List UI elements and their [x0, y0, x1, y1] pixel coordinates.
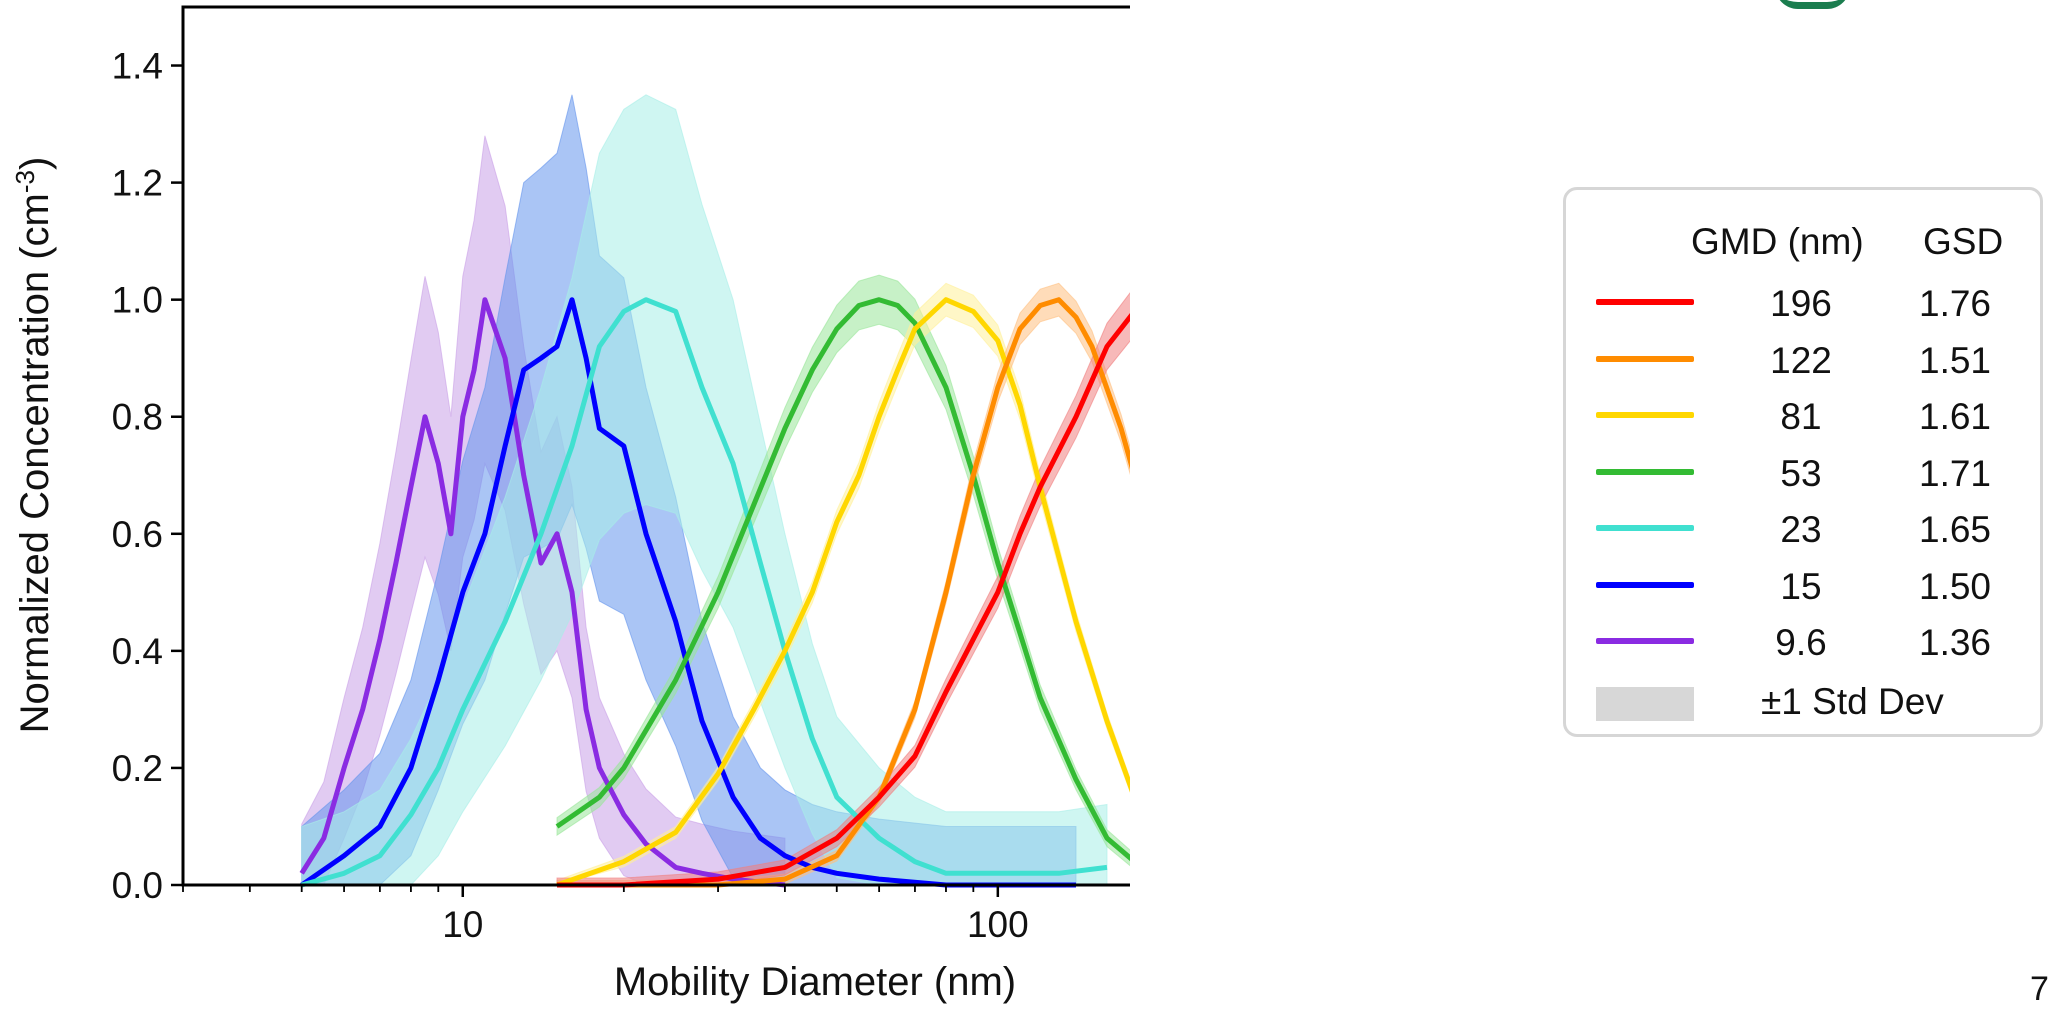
y-tick-label: 1.2	[112, 163, 163, 204]
legend: GMD (nm) GSD 196 1.76 122 1.51 81 1.61 53 1.71 2…	[1563, 187, 2043, 737]
logo-fragment	[1775, 0, 1850, 9]
legend-row: 53 1.71	[1566, 445, 2040, 501]
legend-gsd-value: 1.51	[1919, 339, 1992, 381]
legend-swatch	[1596, 581, 1694, 588]
x-axis-label: Mobility Diameter (nm)	[614, 960, 1016, 1004]
legend-swatch	[1596, 412, 1694, 418]
series-line-122	[557, 297, 1130, 888]
y-tick-label: 1.4	[112, 46, 163, 87]
y-axis-ticks: 0.0 0.2 0.4 0.6 0.8 1.0 1.2 1.4	[112, 46, 183, 906]
y-tick-label: 0.0	[112, 865, 163, 906]
y-axis-label-main: Normalized Concentration (cm	[13, 193, 57, 733]
legend-gmd-value: 15	[1780, 565, 1822, 607]
x-tick-label: 100	[967, 904, 1029, 945]
legend-swatch	[1596, 525, 1694, 531]
plot-area: 10 100 0.0 0.2 0.4 0.6 0.8 1.0 1.2 1.4 Mobility …	[10, 5, 1130, 1004]
y-tick-label: 0.4	[112, 631, 163, 672]
y-axis-label-superscript: -3	[10, 170, 40, 193]
legend-header-gsd: GSD	[1923, 221, 2004, 262]
legend-row: 81 1.61	[1566, 388, 2040, 444]
legend-gsd-value: 1.36	[1919, 622, 1992, 663]
legend-gmd-value: 196	[1770, 283, 1832, 324]
legend-std-label: ±1 Std Dev	[1761, 681, 1944, 722]
x-axis-ticks: 10 100	[182, 885, 1029, 945]
series-line-9.6	[299, 297, 786, 888]
series-line-53	[555, 297, 1130, 862]
y-tick-label: 0.2	[112, 748, 163, 789]
legend-gmd-value: 122	[1770, 339, 1832, 381]
y-axis-label-close: )	[13, 157, 57, 170]
legend-swatch	[1596, 299, 1694, 305]
legend-gmd-value: 9.6	[1775, 622, 1827, 663]
series-line-15	[300, 297, 1076, 888]
legend-gsd-value: 1.50	[1919, 565, 1992, 607]
std-dev-band-53	[556, 274, 1130, 867]
x-tick-label: 10	[442, 904, 483, 945]
legend-header-gmd: GMD (nm)	[1691, 221, 1864, 262]
y-tick-label: 0.8	[112, 397, 163, 438]
legend-swatch	[1596, 638, 1694, 644]
page-number: 7	[2030, 970, 2049, 1008]
legend-swatch	[1596, 468, 1694, 475]
legend-row: 23 1.65	[1566, 501, 2040, 557]
series-line-81	[556, 297, 1130, 888]
y-axis-label: Normalized Concentration (cm-3)	[10, 157, 57, 734]
y-tick-label: 0.6	[112, 514, 163, 555]
legend-gmd-value: 23	[1780, 509, 1822, 550]
legend-gsd-value: 1.65	[1919, 509, 1992, 550]
series-line-23	[301, 297, 1108, 888]
legend-row: 196 1.76	[1566, 275, 2040, 331]
legend-row: 9.6 1.36	[1566, 614, 2040, 670]
std-dev-bands	[301, 94, 1130, 886]
legend-row: 122 1.51	[1566, 332, 2040, 388]
legend-row: 15 1.50	[1566, 558, 2040, 614]
std-dev-swatch	[1596, 687, 1694, 721]
std-dev-band-81	[556, 282, 1130, 886]
legend-swatch	[1596, 355, 1694, 362]
legend-gsd-value: 1.71	[1919, 452, 1992, 494]
legend-row-std-dev: ±1 Std Dev	[1566, 673, 2040, 729]
std-dev-band-196	[556, 292, 1130, 886]
legend-gmd-value: 53	[1780, 452, 1822, 494]
series-line-196	[557, 312, 1130, 888]
series-lines	[299, 297, 1130, 888]
legend-gsd-value: 1.76	[1919, 283, 1992, 324]
plot-frame	[181, 5, 1130, 887]
y-tick-label: 1.0	[112, 280, 163, 321]
legend-gsd-value: 1.61	[1919, 396, 1992, 437]
legend-gmd-value: 81	[1780, 396, 1822, 437]
